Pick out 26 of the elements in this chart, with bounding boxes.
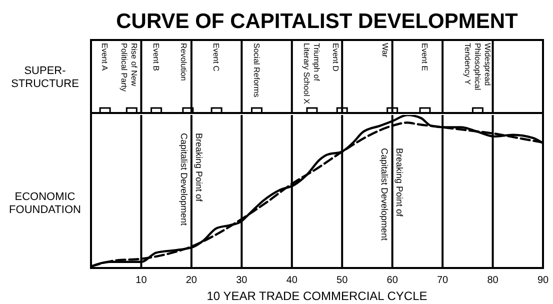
text: Event D	[330, 43, 340, 72]
text: Social Reforms	[252, 43, 261, 98]
annotation: Breaking Point of Capitalist Development	[380, 148, 405, 242]
x-tick-label: 40	[286, 275, 298, 286]
x-tick-label: 90	[537, 275, 549, 286]
x-axis-title: 10 YEAR TRADE COMMERCIAL CYCLE	[206, 289, 428, 303]
text: Event A	[100, 43, 110, 72]
x-tick-label: 10	[136, 275, 148, 286]
x-tick-label: 70	[436, 275, 449, 286]
x-tick-label: 50	[336, 275, 348, 286]
text: Widespread Philosophical Tendency Y	[462, 43, 492, 90]
text: Revolution	[179, 43, 188, 81]
x-tick-label: 30	[236, 275, 248, 286]
text: War	[380, 43, 390, 58]
chart-title: CURVE OF CAPITALIST DEVELOPMENT	[116, 10, 518, 33]
text: Event C	[212, 43, 221, 72]
text: Triumph of Literary School X	[302, 43, 322, 105]
text: Rise of New Political Party	[119, 43, 138, 92]
x-tick-label: 20	[186, 275, 198, 286]
x-tick-label: 80	[487, 275, 499, 286]
text: SUPER-STRUCTURE	[11, 65, 79, 90]
annotation: Breaking Point of Capitalist Development	[178, 133, 204, 226]
text: Event E	[420, 43, 430, 72]
x-tick-label: 60	[386, 275, 398, 286]
text: ECONOMIC FOUNDATION	[9, 191, 82, 216]
text: Event B	[151, 43, 160, 72]
